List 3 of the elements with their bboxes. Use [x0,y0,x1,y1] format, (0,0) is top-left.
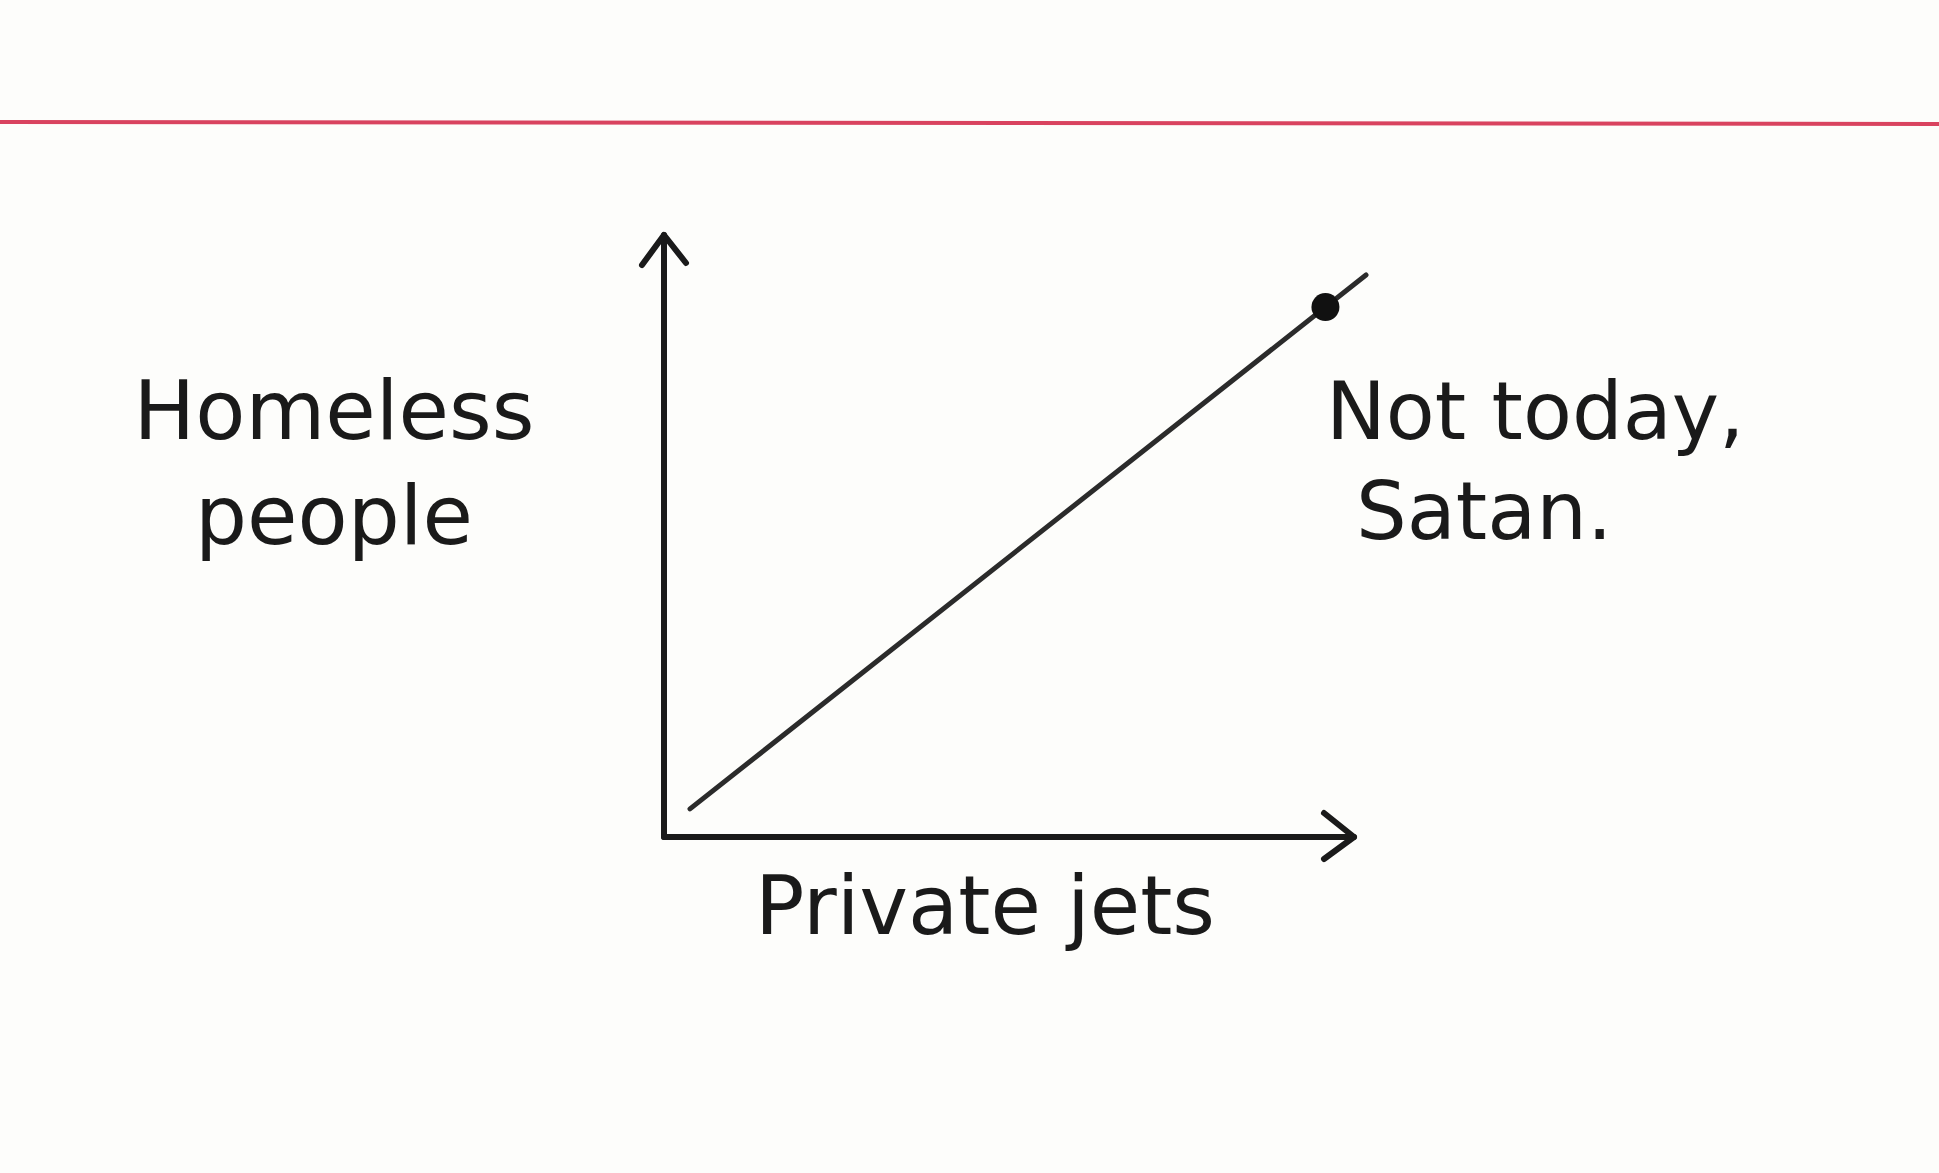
annotation: Not today, Satan. [1326,365,1745,558]
x-axis-title: Private jets [754,858,1216,953]
y-axis-title: Homeless people [133,363,535,563]
